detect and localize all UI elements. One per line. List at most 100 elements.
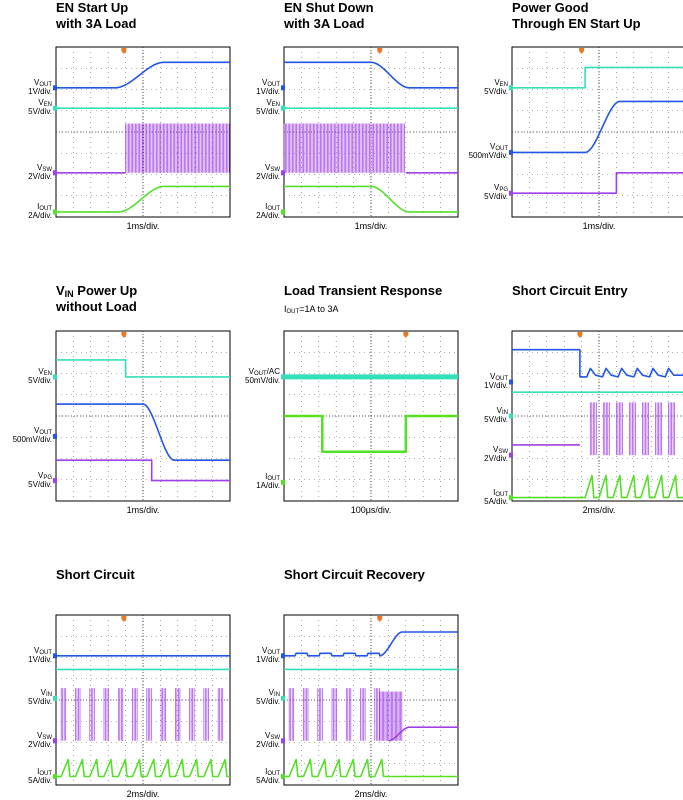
chart-title-line: EN Shut Down [284,0,374,15]
channel-scale: 5V/div. [28,479,52,489]
channel-scale: 1V/div. [256,86,280,96]
graticule [56,47,230,217]
channel-scale: 500mV/div. [468,151,508,161]
channel-marker-vout [53,85,57,91]
channel-label-en: VEN 5V/div. [256,99,280,116]
graticule [512,47,683,217]
channel-marker-vout [281,85,285,91]
waveform-vout [56,403,230,461]
scope-screen [53,330,231,502]
channel-name: VOUT/AC [248,366,280,377]
channel-label-vout: VOUT 1V/div. [484,373,508,390]
trigger-marker [121,332,127,338]
channel-scale: 1A/div. [256,481,280,491]
waveform-vsw [288,688,403,741]
chart-title-line [56,583,135,599]
channel-label-iout: IOUT 5A/div. [256,767,280,785]
trigger-marker [403,332,409,338]
channel-marker-vsw [53,170,57,176]
waveform-vout [512,348,683,378]
timebase-label: 2ms/div. [354,789,388,799]
waveform-iout [284,414,458,453]
waveform-vsw [388,726,458,742]
channel-scale: 2V/div. [28,171,52,181]
channel-marker-pg [509,190,513,196]
channel-marker-vin [53,695,57,701]
channel-label-vin: VIN 5V/div. [256,689,280,706]
channel-marker-iout [281,479,285,485]
channel-name: IOUT [37,766,52,777]
channel-marker-pg [53,478,57,484]
waveform-pg [512,172,683,194]
scope-screen [509,46,683,218]
channel-name: VEN [38,366,52,377]
channel-scale: 5V/div. [484,192,508,202]
channel-name: VOUT [33,77,52,88]
channel-scale: 5A/div. [256,775,280,785]
chart-subtitle: IOUT=1A to 3A [284,304,339,315]
waveform-vin [56,359,230,378]
channel-marker-vin [509,413,513,419]
channel-name: VSW [264,730,280,741]
trigger-marker [377,48,383,54]
waveform-iout [284,185,458,213]
graticule [56,331,230,501]
channel-marker-vin [281,695,285,701]
chart-title: Load Transient Response [284,283,442,315]
trigger-marker [579,48,585,54]
channel-scale: 2V/div. [256,739,280,749]
chart-title: Short Circuit Recovery [284,567,425,599]
channel-label-en: VEN 5V/div. [484,78,508,96]
channel-scale: 5V/div. [256,697,280,707]
channel-marker-vsw [281,738,285,744]
chart-title-line: without Load [56,299,137,314]
chart-title-line: with 3A Load [56,16,137,31]
channel-marker-vsw [53,738,57,744]
scope-screen [53,614,231,786]
channel-marker-vsw [281,170,285,176]
chart-title-line: EN Start Up [56,0,129,15]
channel-name: VEN [38,98,52,109]
timebase-label: 1ms/div. [354,221,388,231]
chart-title-line: VIN Power Up [56,283,138,299]
channel-label-vout: VOUT 1V/div. [28,646,52,664]
channel-name: VEN [266,98,280,109]
channel-name: VIN [40,688,52,699]
chart-title: EN Start Up with 3A Load [56,0,136,32]
chart-title-line: Through EN Start Up [512,16,641,31]
timebase-label: 2ms/div. [126,789,160,799]
waveform-en [512,66,683,89]
channel-name: VIN [268,688,280,699]
channel-label-vsw: VSW 2V/div. [28,163,52,181]
channel-marker-iout [281,774,285,779]
trigger-marker [121,616,127,622]
channel-name: VPG [493,183,508,194]
channel-label-vsw: VSW 2V/div. [28,731,52,749]
channel-name: VSW [264,162,280,173]
timebase-label: 100μs/div. [350,505,392,515]
channel-scale: 2V/div. [28,739,52,749]
waveform-vsw [60,688,224,741]
channel-marker-vout [53,653,57,659]
waveform-iout [512,474,683,499]
channel-name: IOUT [265,472,280,483]
channel-marker-iout [281,209,285,215]
channel-label-vout: VOUT/AC 50mV/div. [245,366,280,385]
waveform-vsw [589,402,675,456]
channel-scale: 5V/div. [28,697,52,707]
chart-title-line [284,583,425,599]
waveform-vsw [125,123,230,173]
chart-title-line: Power Good [512,0,589,15]
channel-marker-en [509,85,513,91]
channel-name: VOUT [33,426,52,437]
channel-label-vout: VOUT 1V/div. [256,646,280,664]
channel-scale: 5V/div. [484,415,508,424]
chart-title: Short Circuit Entry [512,283,628,315]
channel-label-iout: IOUT 2A/div. [256,202,280,220]
channel-name: VPG [37,470,52,481]
chart-title: EN Shut Down with 3A Load [284,0,374,32]
channel-scale: 5V/div. [484,86,508,96]
waveform-vout [284,61,458,89]
scope-screen [281,614,459,786]
channel-label-vsw: VSW 2V/div. [256,730,280,749]
